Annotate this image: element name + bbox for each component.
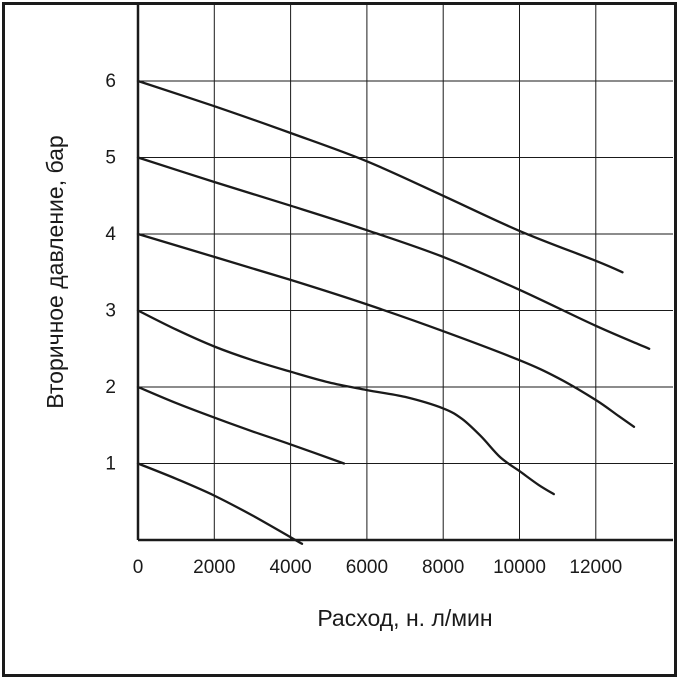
y-tick-label: 4	[105, 224, 116, 245]
grid	[138, 5, 673, 540]
y-tick-label: 5	[105, 148, 116, 169]
y-tick-label: 6	[105, 71, 116, 92]
series-line-4	[136, 232, 636, 428]
axes	[136, 5, 673, 542]
x-axis-title: Расход, н. л/мин	[317, 605, 492, 631]
x-tick-labels: 0 2000 4000 6000 8000 10000 12000	[133, 557, 623, 578]
series-line-6	[136, 79, 624, 274]
series-line-5	[136, 156, 651, 350]
y-tick-label: 2	[105, 377, 116, 398]
series	[136, 79, 651, 545]
y-tick-label: 3	[105, 301, 116, 322]
series-line-2	[136, 385, 346, 465]
x-tick-label: 2000	[193, 557, 235, 578]
x-tick-label: 8000	[422, 557, 464, 578]
series-line-1	[136, 462, 304, 545]
y-tick-label: 1	[105, 454, 116, 475]
x-tick-label: 4000	[269, 557, 311, 578]
x-tick-label: 6000	[346, 557, 388, 578]
y-tick-labels: 1 2 3 4 5 6	[105, 71, 116, 475]
x-tick-label: 12000	[569, 557, 622, 578]
y-axis-title: Вторичное давление, бар	[42, 135, 68, 408]
x-tick-label: 10000	[493, 557, 546, 578]
series-line-3	[136, 309, 555, 496]
x-tick-label: 0	[133, 557, 144, 578]
